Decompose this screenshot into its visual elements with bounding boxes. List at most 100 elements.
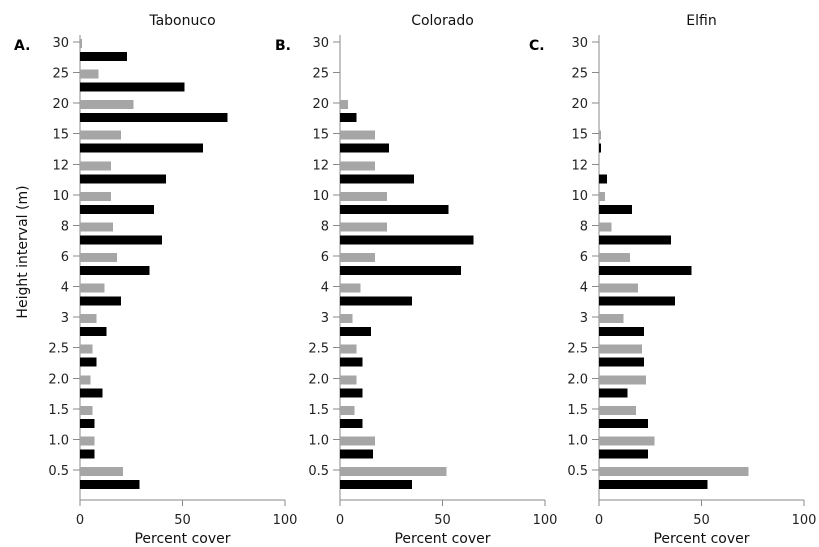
bar-tabonuco-series1-4 xyxy=(80,283,105,293)
bar-colorado-series2-1-0 xyxy=(340,449,373,459)
panel-letter: A. xyxy=(14,38,30,54)
bar-colorado-series1-1-5 xyxy=(340,405,355,415)
bar-colorado-series1-2-0 xyxy=(340,375,357,385)
y-tick-label: 1.0 xyxy=(308,433,329,448)
bar-elfin-series1-0-5 xyxy=(599,467,749,476)
bar-colorado-series2-12 xyxy=(340,174,414,184)
bar-tabonuco-series1-10 xyxy=(80,191,111,201)
bar-colorado-series1-8 xyxy=(340,222,388,232)
bar-tabonuco-series1-2-5 xyxy=(80,344,93,354)
y-tick-label: 12 xyxy=(571,158,588,173)
panel-elfin: C. Elfin 0.5 1.0 1.5 2.0 2.5 3 4 6 8 10 12 15 20 25 30 0 5… xyxy=(529,13,816,547)
y-tick-label: 20 xyxy=(312,97,329,112)
x-axis-label: Percent cover xyxy=(134,531,230,547)
y-tick-label: 4 xyxy=(61,281,69,296)
y-tick-label: 1.5 xyxy=(308,403,329,418)
bar-elfin-series1-4 xyxy=(599,283,638,293)
y-tick-label: 25 xyxy=(571,67,588,82)
panel-letter: B. xyxy=(275,38,291,54)
bar-tabonuco-series1-30 xyxy=(80,39,83,49)
y-tick-label: 12 xyxy=(312,158,329,173)
bar-tabonuco-series2-4 xyxy=(80,296,121,306)
bar-colorado-series2-0-5 xyxy=(340,480,412,489)
y-tick-label: 4 xyxy=(321,281,329,296)
bar-tabonuco-series1-8 xyxy=(80,222,113,232)
y-tick-label: 8 xyxy=(580,219,588,234)
panel-title: Elfin xyxy=(686,13,716,29)
bar-elfin-series2-15 xyxy=(599,143,602,153)
y-tick-label: 2.5 xyxy=(567,342,588,357)
y-tick-label: 4 xyxy=(580,281,588,296)
bar-colorado-series1-20 xyxy=(340,100,349,110)
y-tick-label: 2.0 xyxy=(567,372,588,387)
bar-colorado-series1-12 xyxy=(340,161,375,171)
y-tick-label: 3 xyxy=(580,311,588,326)
bar-elfin-series1-2-0 xyxy=(599,375,647,385)
bar-colorado-series1-3 xyxy=(340,314,353,324)
bar-colorado-series1-0-5 xyxy=(340,467,447,476)
bar-elfin-series1-10 xyxy=(599,191,606,201)
bar-elfin-series2-1-0 xyxy=(599,449,649,459)
bar-elfin-series1-2-5 xyxy=(599,344,643,354)
y-tick-label: 1.5 xyxy=(567,403,588,418)
y-tick-label: 15 xyxy=(571,128,588,143)
y-tick-label: 3 xyxy=(61,311,69,326)
bar-tabonuco-series2-15 xyxy=(80,143,203,153)
bar-elfin-series1-8 xyxy=(599,222,612,232)
bar-tabonuco-series2-2-0 xyxy=(80,388,103,398)
bar-tabonuco-series2-25 xyxy=(80,82,185,92)
bar-tabonuco-series2-20 xyxy=(80,113,228,123)
y-tick-label: 10 xyxy=(52,189,69,204)
x-tick-label: 50 xyxy=(174,513,191,528)
bar-elfin-series2-2-0 xyxy=(599,388,628,398)
bar-colorado-series1-4 xyxy=(340,283,361,293)
bar-tabonuco-series2-6 xyxy=(80,266,150,276)
bar-tabonuco-series2-2-5 xyxy=(80,357,97,367)
bar-colorado-series2-15 xyxy=(340,143,390,153)
panel-letter: C. xyxy=(529,38,545,54)
x-axis-label: Percent cover xyxy=(653,531,749,547)
y-tick-label: 8 xyxy=(321,219,329,234)
bar-tabonuco-series1-0-5 xyxy=(80,467,124,476)
bar-tabonuco-series1-1-5 xyxy=(80,405,93,415)
y-tick-label: 10 xyxy=(571,189,588,204)
y-tick-label: 0.5 xyxy=(308,464,329,479)
y-tick-label: 25 xyxy=(312,67,329,82)
bar-colorado-series1-2-5 xyxy=(340,344,357,354)
bar-tabonuco-series1-2-0 xyxy=(80,375,91,385)
y-tick-label: 30 xyxy=(52,36,69,51)
bar-colorado-series1-10 xyxy=(340,191,388,201)
y-tick-label: 20 xyxy=(571,97,588,112)
bar-elfin-series2-12 xyxy=(599,174,608,184)
x-tick-label: 50 xyxy=(693,513,710,528)
panel-title: Colorado xyxy=(411,13,474,29)
bar-colorado-series1-15 xyxy=(340,130,375,140)
x-tick-label: 0 xyxy=(595,513,603,528)
bar-elfin-series2-3 xyxy=(599,327,645,337)
bar-tabonuco-series1-12 xyxy=(80,161,111,171)
bar-tabonuco-series1-25 xyxy=(80,69,99,79)
y-tick-label: 1.0 xyxy=(567,433,588,448)
y-tick-label: 10 xyxy=(312,189,329,204)
bar-elfin-series2-6 xyxy=(599,266,692,276)
panel-colorado: B. Colorado 0.5 1.0 1.5 2.0 2.5 3 4 6 8 10 12 15 20 25 3… xyxy=(275,13,557,547)
bar-colorado-series2-3 xyxy=(340,327,371,337)
y-tick-label: 8 xyxy=(61,219,69,234)
y-tick-label: 12 xyxy=(52,158,69,173)
bar-elfin-series1-1-5 xyxy=(599,405,636,415)
bar-elfin-series2-2-5 xyxy=(599,357,645,367)
bar-elfin-series2-4 xyxy=(599,296,675,306)
bar-elfin-series1-15 xyxy=(599,130,602,140)
bar-tabonuco-series1-15 xyxy=(80,130,121,140)
y-tick-label: 20 xyxy=(52,97,69,112)
y-tick-label: 15 xyxy=(52,128,69,143)
bar-colorado-series2-4 xyxy=(340,296,412,306)
bar-colorado-series2-6 xyxy=(340,266,461,276)
bar-tabonuco-series1-1-0 xyxy=(80,436,95,446)
bar-tabonuco-series2-1-0 xyxy=(80,449,95,459)
y-tick-label: 2.0 xyxy=(48,372,69,387)
y-tick-label: 30 xyxy=(571,36,588,51)
bar-tabonuco-series2-12 xyxy=(80,174,167,184)
